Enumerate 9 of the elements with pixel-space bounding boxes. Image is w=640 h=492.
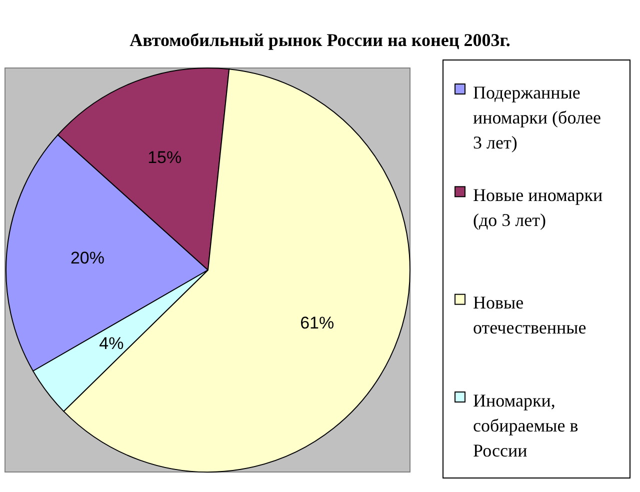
data-label: 4% bbox=[99, 334, 124, 354]
legend-label: Подержанные иномарки (более 3 лет) bbox=[473, 82, 601, 152]
data-label: 20% bbox=[70, 248, 104, 268]
chart-title: Автомобильный рынок России на конец 2003г. bbox=[130, 30, 510, 50]
legend-label: Новые иномарки (до 3 лет) bbox=[473, 184, 604, 230]
data-label: 15% bbox=[148, 148, 182, 167]
data-label: 61% bbox=[300, 314, 334, 333]
legend-label: Новые отечественные bbox=[473, 292, 586, 338]
legend-label: Иномарки, собираемые в России bbox=[473, 390, 578, 460]
